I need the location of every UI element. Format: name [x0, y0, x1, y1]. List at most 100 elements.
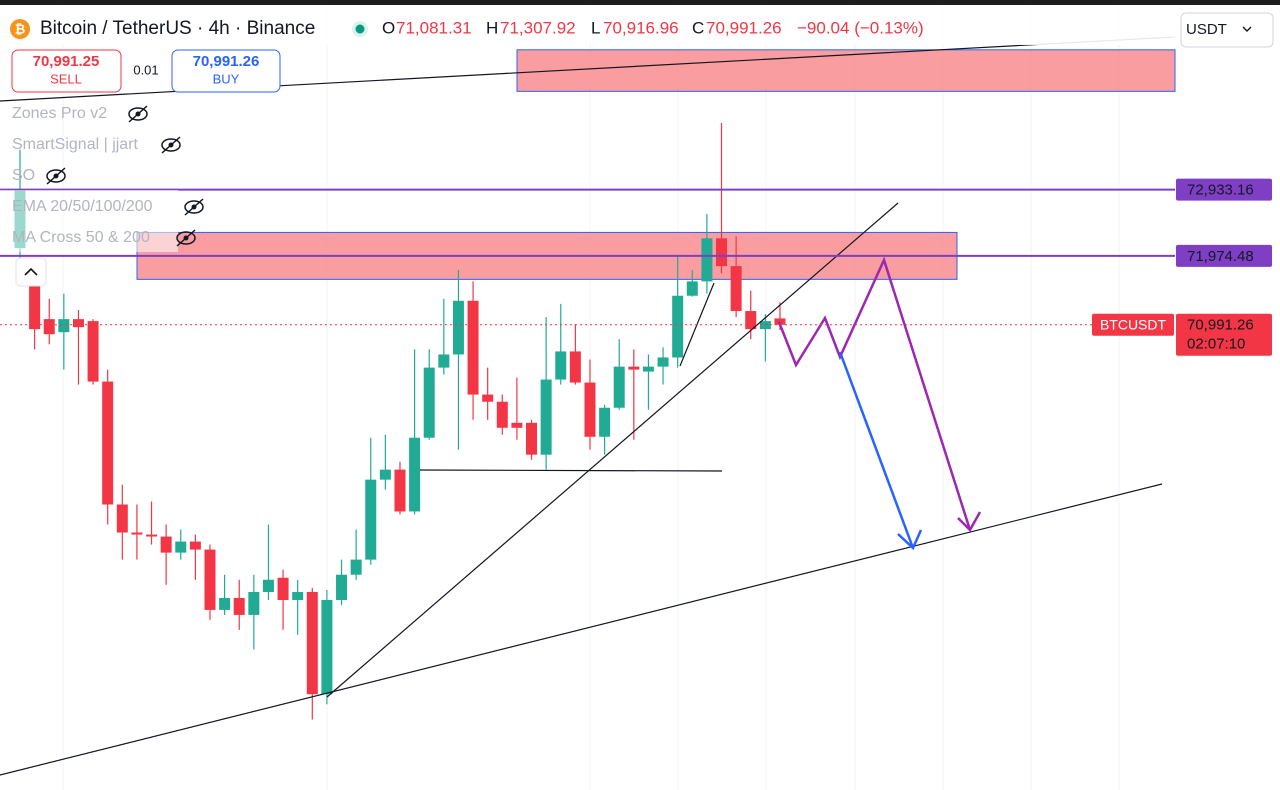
level-tag	[1176, 178, 1272, 201]
c-value: 70,991.26	[706, 18, 782, 37]
legend-panel	[0, 190, 178, 252]
dropdown-chevron	[1242, 26, 1252, 32]
candle-body	[511, 422, 523, 428]
c-label: C	[692, 18, 704, 37]
candle-body	[540, 379, 552, 455]
hide-icon-slash	[161, 136, 181, 154]
hide-icon-slash	[46, 167, 66, 185]
candle-body	[116, 504, 128, 533]
candle-body	[745, 311, 757, 330]
candle-body	[496, 401, 508, 428]
indicator-name: EMA 20/50/100/200	[12, 198, 153, 215]
candle-body	[72, 319, 84, 328]
l-value: 70,916.96	[603, 18, 679, 37]
buy-button[interactable]	[171, 49, 281, 93]
sell-label[interactable]: SELL	[50, 71, 82, 86]
buy-price[interactable]: 70,991.26	[193, 53, 260, 70]
candle-body	[701, 238, 713, 282]
status-dot	[355, 24, 365, 34]
projection-arrow	[838, 351, 915, 549]
o-value: 71,081.31	[396, 18, 472, 37]
candle-body	[189, 541, 201, 550]
candle-body	[730, 266, 742, 312]
candle-body	[774, 318, 786, 325]
indicator-name: MA Cross 50 & 200	[12, 229, 150, 246]
candle-body	[131, 532, 143, 535]
price-label: 70,991.26	[1187, 317, 1254, 334]
drawings	[0, 36, 1176, 776]
zone	[516, 49, 1176, 92]
candle-body	[87, 321, 99, 382]
top-border	[0, 0, 1280, 5]
price-tag	[1176, 313, 1272, 356]
change: −90.04 (−0.13%)	[797, 18, 924, 37]
candle-body	[219, 597, 231, 610]
candle-body	[672, 295, 684, 358]
candle-body	[628, 366, 640, 370]
btc-glyph: ₿	[15, 21, 26, 36]
candle-body	[306, 592, 318, 695]
candle-body	[409, 437, 421, 512]
arrow-head	[897, 529, 923, 551]
header-bg	[0, 5, 1175, 45]
indicator-name: Zones Pro v2	[12, 105, 107, 122]
btc-icon	[10, 19, 30, 39]
collapse-button[interactable]	[15, 257, 47, 287]
hide-icon[interactable]	[46, 169, 66, 183]
hide-icon[interactable]	[176, 231, 196, 245]
candle-body	[657, 357, 669, 367]
buy-label[interactable]: BUY	[213, 71, 240, 86]
level-label: 71,974.48	[1187, 248, 1254, 265]
sell-button[interactable]	[11, 49, 122, 93]
collapse-icon	[24, 267, 38, 276]
candle-body	[233, 597, 245, 615]
candle-body	[248, 592, 260, 615]
h-label: H	[486, 18, 498, 37]
candle-body	[584, 382, 596, 437]
candle-body	[146, 534, 158, 537]
candle-body	[175, 541, 187, 553]
candle-body	[350, 559, 362, 575]
levels: 72,933.16 71,974.48 BTCUSDT 70,991.26 02:07:…	[0, 178, 1272, 356]
candle-body	[438, 354, 450, 368]
candle-body	[29, 283, 41, 330]
countdown: 02:07:10	[1187, 336, 1245, 353]
candle-body	[555, 351, 567, 380]
currency-label[interactable]: USDT	[1186, 21, 1227, 38]
indicator-name: SO	[12, 167, 35, 184]
hide-icon-slash	[128, 105, 148, 123]
projection-path	[777, 256, 972, 531]
candle-body	[365, 479, 377, 560]
candle-body	[599, 407, 611, 437]
arrow-head	[957, 511, 982, 533]
candle-body	[277, 577, 289, 600]
candle-body	[204, 549, 216, 610]
candle-body	[569, 351, 581, 383]
h-value: 71,307.92	[500, 18, 576, 37]
l-label: L	[591, 18, 600, 37]
candle-body	[467, 300, 479, 395]
currency-dropdown[interactable]	[1180, 12, 1274, 48]
candle-body	[160, 536, 172, 553]
candle-body	[262, 579, 274, 593]
trend-line	[0, 483, 1163, 776]
candle-body	[642, 366, 654, 372]
candle-body	[292, 592, 304, 600]
candle-body	[716, 238, 728, 267]
trend-line	[326, 202, 899, 698]
indicator-list: Zones Pro v2 SmartSignal | jjart SO EMA 20/…	[12, 105, 204, 247]
candle-body	[423, 367, 435, 438]
candle-body	[613, 366, 625, 408]
candle-body	[452, 300, 464, 355]
hide-icon[interactable]	[161, 138, 181, 152]
candle-body	[321, 599, 333, 695]
indicator-name: SmartSignal | jjart	[12, 136, 139, 153]
sell-price[interactable]: 70,991.25	[33, 53, 100, 70]
candle-body	[394, 469, 406, 512]
hide-icon[interactable]	[184, 200, 204, 214]
symbol-title: Bitcoin / TetherUS · 4h · Binance	[40, 18, 315, 39]
candle-body	[686, 281, 698, 296]
hide-icon[interactable]	[128, 107, 148, 121]
